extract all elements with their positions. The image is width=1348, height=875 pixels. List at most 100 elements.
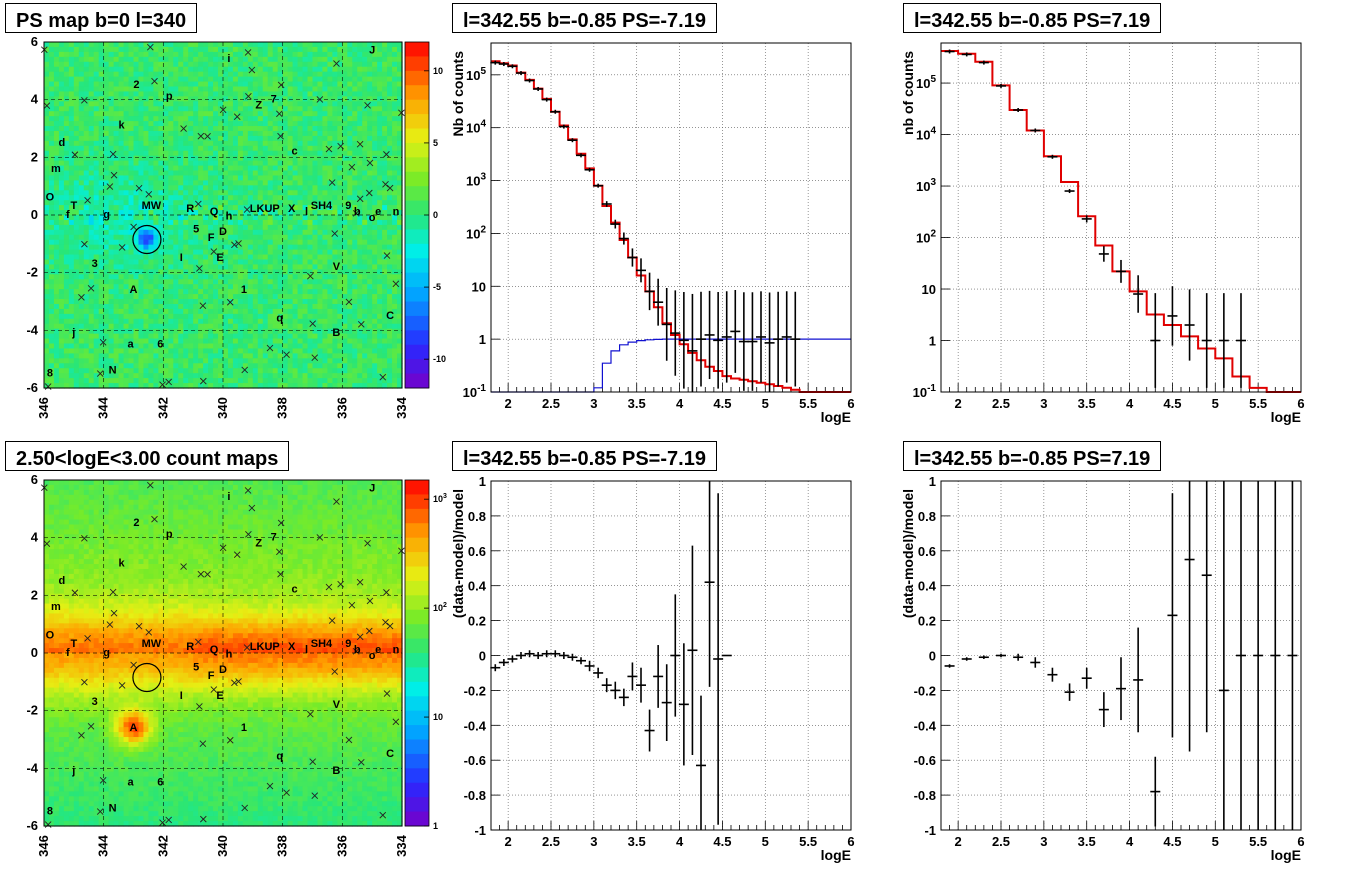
colorbar-tick-label: -10 xyxy=(433,354,446,364)
source-label: N xyxy=(109,365,117,377)
x-tick-label: 2 xyxy=(505,396,512,411)
y-tick-label: 10 xyxy=(472,279,486,294)
x-tick-label: 3 xyxy=(590,834,597,849)
y-tick-label: 105 xyxy=(916,74,936,91)
residual-panel-pos: 2 2.5 3 3.5 4 4.5 5 5.5 6 1 0.8 0.6 0.4 0.2 0 -0.2 -0.4 -… xyxy=(900,474,1305,863)
x-tick-label: 3.5 xyxy=(628,834,646,849)
source-label: l xyxy=(305,644,308,656)
x-tick-label: 2 xyxy=(505,834,512,849)
x-tick-label: 340 xyxy=(215,835,230,857)
ps-circle xyxy=(132,662,162,693)
y-tick-label: -4 xyxy=(26,760,38,775)
y-tick-label: 0.8 xyxy=(918,509,936,524)
map-frame xyxy=(43,479,403,827)
source-label: q xyxy=(276,313,283,325)
plot-background xyxy=(941,43,1301,392)
source-label: J xyxy=(369,45,375,57)
source-label: 8 xyxy=(47,367,53,379)
x-axis-label: logE xyxy=(821,409,851,425)
source-label: g xyxy=(103,209,110,221)
x-tick-label: 2.5 xyxy=(992,396,1010,411)
residual-title-neg: l=342.55 b=-0.85 PS=-7.19 xyxy=(452,441,717,471)
x-tick-label: 338 xyxy=(275,397,290,419)
source-label: b xyxy=(354,644,361,656)
x-tick-label: 344 xyxy=(96,396,111,418)
source-label: o xyxy=(369,212,376,224)
x-tick-label: 334 xyxy=(394,834,409,856)
y-tick-label: 10 xyxy=(922,282,936,297)
y-tick-label: 103 xyxy=(916,177,936,194)
colorbar-tick-label: 103 xyxy=(433,493,447,504)
source-label: b xyxy=(354,206,361,218)
source-label: N xyxy=(109,803,117,815)
x-tick-label: 346 xyxy=(36,397,51,419)
source-label: 7 xyxy=(271,532,277,544)
y-tick-label: 2 xyxy=(31,149,38,164)
x-tick-label: 4.5 xyxy=(1163,834,1181,849)
x-tick-label: 2 xyxy=(955,396,962,411)
x-tick-label: 5.5 xyxy=(1249,834,1267,849)
source-label: j xyxy=(71,327,75,339)
source-label: V xyxy=(333,699,341,711)
source-label: 2 xyxy=(133,79,139,91)
y-tick-label: 0 xyxy=(31,207,38,222)
source-label: d xyxy=(59,137,66,149)
source-label: C xyxy=(386,748,394,760)
source-crosses xyxy=(40,43,405,390)
spectrum-title-neg: l=342.55 b=-0.85 PS=-7.19 xyxy=(452,3,717,33)
x-tick-label: 5.5 xyxy=(799,396,817,411)
source-label: T xyxy=(70,638,77,650)
x-tick-label: 4.5 xyxy=(713,834,731,849)
x-tick-label: 340 xyxy=(215,397,230,419)
source-label: I xyxy=(180,252,183,264)
colorbar-tick-label: 102 xyxy=(433,602,447,613)
plot-frame xyxy=(940,42,1302,393)
source-label: c xyxy=(292,145,298,157)
counts-spectrum-panel-neg: 2 2.5 3 3.5 4 4.5 5 5.5 610510410310210110-1logE… xyxy=(450,42,855,425)
y-tick-label: -0.4 xyxy=(914,718,937,733)
source-label: B xyxy=(332,327,340,339)
source-label: A xyxy=(130,284,138,296)
source-label: h xyxy=(226,648,233,660)
source-label: 9 xyxy=(345,638,351,650)
y-tick-label: -2 xyxy=(26,703,38,718)
x-tick-label: 3.5 xyxy=(1078,834,1096,849)
y-tick-label: 102 xyxy=(916,229,936,246)
y-axis-label: (data-model)/model xyxy=(450,489,466,618)
y-tick-label: -1 xyxy=(924,823,936,838)
colorbar: 10 5 0 -5 -10 xyxy=(404,41,446,389)
y-tick-label: 0 xyxy=(479,649,486,664)
x-tick-label: 3.5 xyxy=(1078,396,1096,411)
x-tick-label: 3 xyxy=(590,396,597,411)
source-crosses xyxy=(40,481,405,828)
source-label: 3 xyxy=(92,258,98,270)
colorbar-tick-label: 0 xyxy=(433,210,438,220)
source-label: LKUP xyxy=(250,641,280,653)
source-label: C xyxy=(386,310,394,322)
y-tick-label: -6 xyxy=(26,380,38,395)
x-axis-label: logE xyxy=(821,847,851,863)
source-label: R xyxy=(186,641,194,653)
source-label: f xyxy=(66,209,70,221)
source-label: g xyxy=(103,647,110,659)
y-tick-label: 0.6 xyxy=(468,544,486,559)
x-tick-label: 6 xyxy=(847,834,854,849)
source-label: O xyxy=(46,630,55,642)
y-tick-label: 1 xyxy=(929,334,936,349)
counts-spectrum-panel-pos: 2 2.5 3 3.5 4 4.5 5 5.5 610510410310210110-1logE… xyxy=(900,42,1305,425)
source-label: 2 xyxy=(133,517,139,529)
y-tick-label: 105 xyxy=(466,66,486,83)
map-frame xyxy=(43,41,403,389)
y-tick-label: 103 xyxy=(466,172,486,189)
source-label: J xyxy=(369,483,375,495)
source-label: X xyxy=(288,203,296,215)
source-label: 7 xyxy=(271,94,277,106)
y-tick-label: -2 xyxy=(26,265,38,280)
x-tick-label: 3 xyxy=(1040,396,1047,411)
source-label: 5 xyxy=(193,223,199,235)
colorbar-tick-label: 1 xyxy=(433,821,438,831)
colorbar-tick-label: 10 xyxy=(433,712,443,722)
